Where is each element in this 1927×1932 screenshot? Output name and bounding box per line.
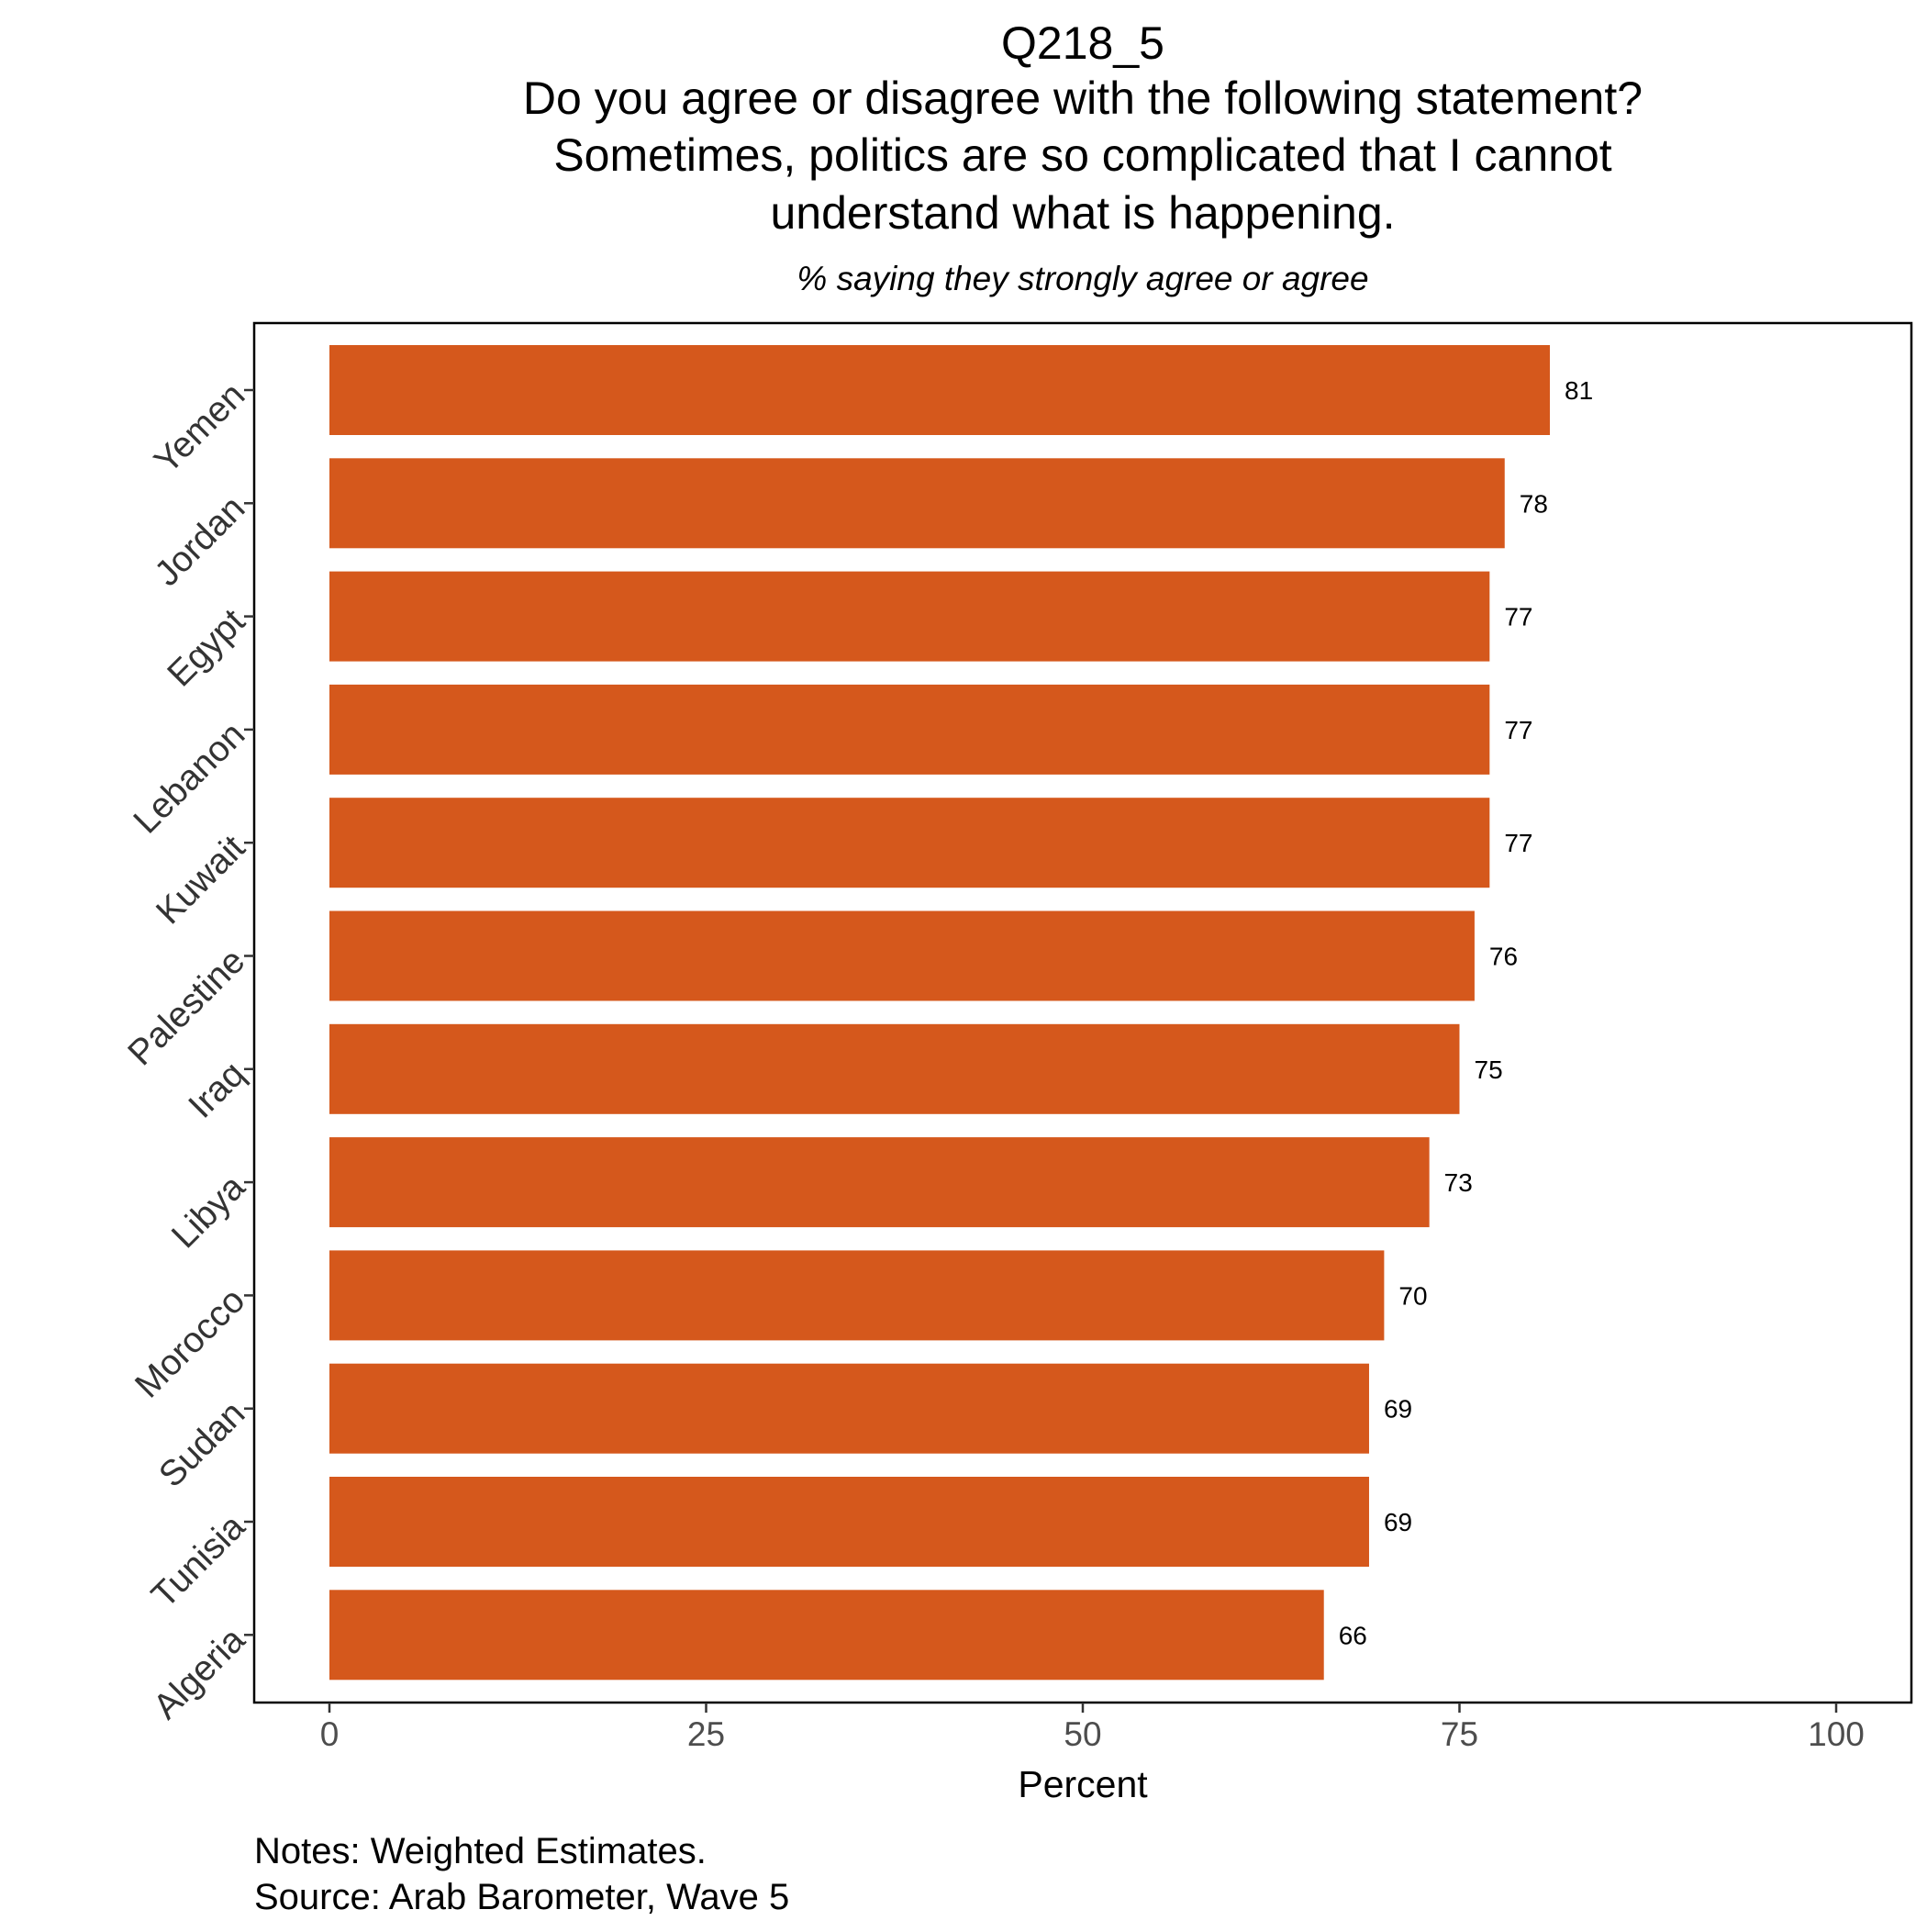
data-label: 77 (1504, 829, 1532, 857)
y-tick-label: Iraq (181, 1055, 252, 1126)
chart-title-line: understand what is happening. (770, 187, 1395, 239)
y-tick-label: Tunisia (144, 1507, 253, 1616)
y-tick-label: Lebanon (127, 715, 253, 842)
y-tick-label: Libya (164, 1167, 253, 1256)
data-label: 81 (1565, 376, 1593, 405)
x-tick-label: 75 (1441, 1715, 1478, 1753)
data-label: 69 (1384, 1508, 1412, 1536)
y-tick-label: Algeria (146, 1620, 252, 1726)
data-label: 76 (1489, 943, 1518, 971)
source-text: Source: Arab Barometer, Wave 5 (254, 1877, 789, 1917)
x-tick-label: 0 (320, 1715, 340, 1753)
bar-jordan (329, 458, 1505, 549)
y-tick-label: Palestine (121, 941, 253, 1073)
chart-title-line: Do you agree or disagree with the follow… (523, 73, 1643, 124)
bar-egypt (329, 571, 1490, 662)
data-label: 77 (1504, 603, 1532, 631)
y-tick-label: Yemen (147, 375, 252, 481)
chart-title-line: Sometimes, politics are so complicated t… (553, 129, 1611, 181)
bar-algeria (329, 1590, 1324, 1681)
x-axis-title: Percent (1018, 1763, 1148, 1805)
chart-title: Q218_5 (1001, 17, 1164, 69)
data-label: 75 (1475, 1055, 1503, 1084)
notes-text: Notes: Weighted Estimates. (254, 1831, 707, 1871)
data-label: 69 (1384, 1395, 1412, 1424)
data-label: 73 (1444, 1168, 1473, 1197)
x-tick-label: 50 (1064, 1715, 1101, 1753)
data-label: 70 (1398, 1281, 1427, 1310)
bar-sudan (329, 1363, 1369, 1454)
bar-kuwait (329, 798, 1490, 888)
y-tick-label: Kuwait (149, 828, 252, 932)
bar-tunisia (329, 1477, 1369, 1567)
data-label: 66 (1339, 1621, 1367, 1649)
bar-morocco (329, 1250, 1385, 1341)
bar-libya (329, 1137, 1430, 1228)
y-tick-label: Morocco (128, 1280, 252, 1405)
data-label: 78 (1520, 489, 1548, 518)
chart-subtitle: % saying they strongly agree or agree (796, 260, 1368, 297)
y-tick-label: Jordan (148, 488, 253, 594)
data-label: 77 (1504, 716, 1532, 744)
bar-iraq (329, 1023, 1460, 1114)
x-tick-label: 100 (1808, 1715, 1865, 1753)
y-tick-label: Egypt (160, 601, 252, 694)
bar-palestine (329, 910, 1475, 1001)
x-tick-label: 25 (687, 1715, 725, 1753)
bar-lebanon (329, 684, 1490, 775)
y-tick-label: Sudan (151, 1394, 252, 1495)
bar-yemen (329, 345, 1551, 435)
